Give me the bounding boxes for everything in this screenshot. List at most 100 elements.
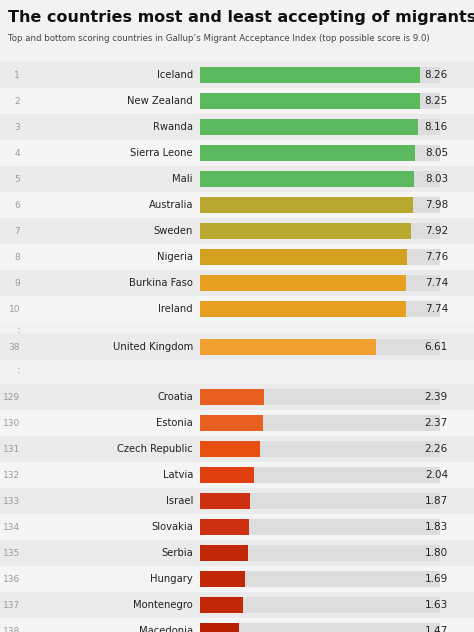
Text: 130: 130 bbox=[3, 418, 20, 427]
Text: The countries most and least accepting of migrants: The countries most and least accepting o… bbox=[8, 10, 474, 25]
Bar bbox=[200, 571, 245, 587]
Bar bbox=[200, 623, 440, 632]
Text: 8.16: 8.16 bbox=[425, 122, 448, 132]
Text: 131: 131 bbox=[3, 444, 20, 454]
Text: Slovakia: Slovakia bbox=[151, 522, 193, 532]
Bar bbox=[0, 270, 474, 296]
Text: Top and bottom scoring countries in Gallup’s Migrant Acceptance Index (top possi: Top and bottom scoring countries in Gall… bbox=[8, 34, 429, 43]
Text: United Kingdom: United Kingdom bbox=[113, 342, 193, 352]
Text: 132: 132 bbox=[3, 470, 20, 480]
Bar bbox=[0, 244, 474, 270]
Bar bbox=[0, 462, 474, 488]
Text: 8.26: 8.26 bbox=[425, 70, 448, 80]
Bar bbox=[200, 415, 263, 431]
Text: :: : bbox=[17, 365, 20, 375]
Bar bbox=[0, 166, 474, 192]
Text: 7.92: 7.92 bbox=[425, 226, 448, 236]
Text: Rwanda: Rwanda bbox=[153, 122, 193, 132]
Text: 135: 135 bbox=[3, 549, 20, 557]
Text: Israel: Israel bbox=[165, 496, 193, 506]
Text: 133: 133 bbox=[3, 497, 20, 506]
Text: 2.39: 2.39 bbox=[425, 392, 448, 402]
Text: Sierra Leone: Sierra Leone bbox=[130, 148, 193, 158]
Text: Croatia: Croatia bbox=[157, 392, 193, 402]
Bar bbox=[200, 197, 413, 213]
Text: 3: 3 bbox=[14, 123, 20, 131]
Text: 134: 134 bbox=[3, 523, 20, 532]
Bar bbox=[200, 571, 440, 587]
Bar bbox=[200, 275, 406, 291]
Bar bbox=[0, 488, 474, 514]
Text: Latvia: Latvia bbox=[163, 470, 193, 480]
Bar bbox=[200, 441, 440, 457]
Text: 8: 8 bbox=[14, 253, 20, 262]
Text: 38: 38 bbox=[9, 343, 20, 351]
Bar bbox=[0, 410, 474, 436]
Bar bbox=[200, 301, 440, 317]
Bar bbox=[200, 597, 440, 613]
Bar bbox=[0, 62, 474, 88]
Bar bbox=[0, 592, 474, 618]
Text: Nigeria: Nigeria bbox=[157, 252, 193, 262]
Text: Hungary: Hungary bbox=[150, 574, 193, 584]
Bar bbox=[200, 467, 255, 483]
Bar bbox=[200, 339, 440, 355]
Text: 6: 6 bbox=[14, 200, 20, 209]
Text: 137: 137 bbox=[3, 600, 20, 609]
Text: Montenegro: Montenegro bbox=[133, 600, 193, 610]
Bar bbox=[200, 415, 440, 431]
Bar bbox=[200, 171, 414, 187]
Bar bbox=[200, 119, 440, 135]
Bar bbox=[200, 597, 244, 613]
Text: 7: 7 bbox=[14, 226, 20, 236]
Text: Sweden: Sweden bbox=[154, 226, 193, 236]
Text: 6.61: 6.61 bbox=[425, 342, 448, 352]
Text: Ireland: Ireland bbox=[158, 304, 193, 314]
Bar bbox=[200, 389, 440, 405]
Text: 5: 5 bbox=[14, 174, 20, 183]
Text: 2.04: 2.04 bbox=[425, 470, 448, 480]
Bar bbox=[0, 618, 474, 632]
Text: 1: 1 bbox=[14, 71, 20, 80]
Text: 2.37: 2.37 bbox=[425, 418, 448, 428]
Text: 1.63: 1.63 bbox=[425, 600, 448, 610]
Bar bbox=[200, 249, 407, 265]
Bar bbox=[200, 493, 250, 509]
Bar bbox=[200, 493, 440, 509]
Text: 2: 2 bbox=[14, 97, 20, 106]
Bar bbox=[200, 467, 440, 483]
Bar bbox=[200, 67, 420, 83]
Text: New Zealand: New Zealand bbox=[127, 96, 193, 106]
Text: 8.03: 8.03 bbox=[425, 174, 448, 184]
Text: 7.74: 7.74 bbox=[425, 304, 448, 314]
Text: 138: 138 bbox=[3, 626, 20, 632]
Bar bbox=[200, 223, 440, 239]
Text: 7.98: 7.98 bbox=[425, 200, 448, 210]
Bar bbox=[200, 223, 411, 239]
Text: Czech Republic: Czech Republic bbox=[117, 444, 193, 454]
Text: Serbia: Serbia bbox=[161, 548, 193, 558]
Text: 7.76: 7.76 bbox=[425, 252, 448, 262]
Bar bbox=[200, 197, 440, 213]
Bar bbox=[0, 384, 474, 410]
Text: 129: 129 bbox=[3, 392, 20, 401]
Text: 1.87: 1.87 bbox=[425, 496, 448, 506]
Text: 9: 9 bbox=[14, 279, 20, 288]
Bar bbox=[200, 545, 440, 561]
Text: Mali: Mali bbox=[173, 174, 193, 184]
Bar bbox=[0, 334, 474, 360]
Bar bbox=[0, 88, 474, 114]
Text: 8.05: 8.05 bbox=[425, 148, 448, 158]
Bar bbox=[0, 296, 474, 322]
Bar bbox=[200, 171, 440, 187]
Text: Iceland: Iceland bbox=[157, 70, 193, 80]
Text: 4: 4 bbox=[14, 149, 20, 157]
Bar bbox=[200, 301, 406, 317]
Bar bbox=[200, 519, 249, 535]
Text: 2.26: 2.26 bbox=[425, 444, 448, 454]
Bar bbox=[0, 514, 474, 540]
Bar bbox=[200, 545, 248, 561]
Text: 1.47: 1.47 bbox=[425, 626, 448, 632]
Bar bbox=[0, 140, 474, 166]
Text: 136: 136 bbox=[3, 574, 20, 583]
